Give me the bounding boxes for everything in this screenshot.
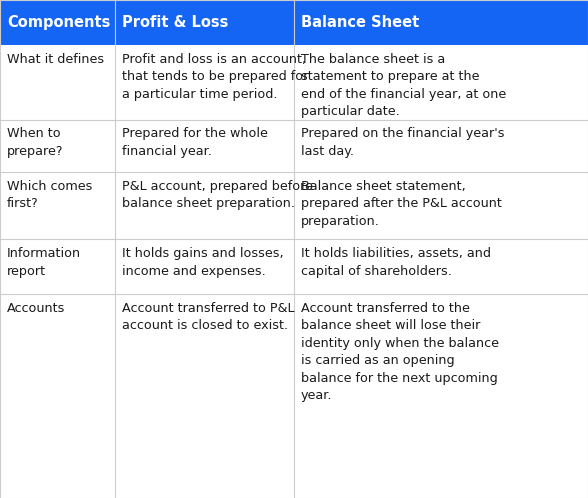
Text: Information
report: Information report [7,247,81,277]
Text: The balance sheet is a
statement to prepare at the
end of the financial year, at: The balance sheet is a statement to prep… [301,53,506,119]
Bar [0,239,588,294]
Text: It holds liabilities, assets, and
capital of shareholders.: It holds liabilities, assets, and capita… [301,247,491,277]
Text: Profit & Loss: Profit & Loss [122,15,228,30]
Text: Profit and loss is an account,
that tends to be prepared for
a particular time p: Profit and loss is an account, that tend… [122,53,308,101]
Text: Prepared on the financial year's
last day.: Prepared on the financial year's last da… [301,127,505,158]
Text: Account transferred to the
balance sheet will lose their
identity only when the : Account transferred to the balance sheet… [301,302,499,402]
Bar [0,0,588,45]
Text: Accounts: Accounts [7,302,65,315]
Text: Prepared for the whole
financial year.: Prepared for the whole financial year. [122,127,268,158]
Text: Account transferred to P&L
account is closed to exist.: Account transferred to P&L account is cl… [122,302,294,332]
Bar [0,294,588,398]
Bar [0,45,588,120]
Text: It holds gains and losses,
income and expenses.: It holds gains and losses, income and ex… [122,247,283,277]
Text: Balance sheet statement,
prepared after the P&L account
preparation.: Balance sheet statement, prepared after … [301,180,502,228]
Text: Components: Components [7,15,111,30]
Bar [0,172,588,239]
Bar [0,120,588,172]
Text: What it defines: What it defines [7,53,104,66]
Text: P&L account, prepared before
balance sheet preparation.: P&L account, prepared before balance she… [122,180,313,210]
Text: When to
prepare?: When to prepare? [7,127,64,158]
Text: Which comes
first?: Which comes first? [7,180,92,210]
Text: Balance Sheet: Balance Sheet [301,15,419,30]
